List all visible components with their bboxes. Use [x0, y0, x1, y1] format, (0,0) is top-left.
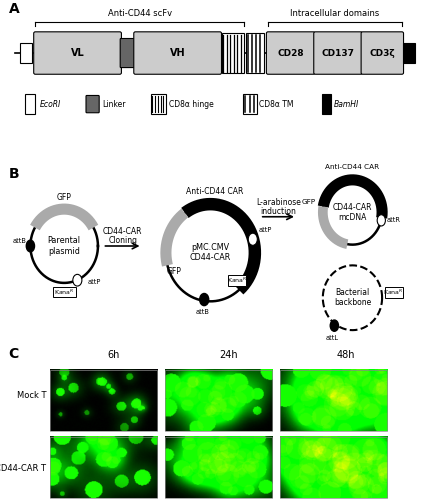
Bar — [165, 370, 272, 432]
FancyBboxPatch shape — [266, 32, 315, 74]
Text: attL: attL — [326, 334, 339, 340]
Bar — [281, 436, 387, 498]
Bar — [20, 43, 32, 63]
Ellipse shape — [248, 233, 257, 245]
Bar — [50, 370, 157, 432]
Text: Bacterial
backbone: Bacterial backbone — [334, 288, 371, 308]
Text: Kana$^R$: Kana$^R$ — [227, 276, 248, 285]
Text: attR: attR — [387, 218, 401, 224]
Text: Linker: Linker — [103, 100, 126, 108]
Text: 24h: 24h — [220, 350, 238, 360]
FancyBboxPatch shape — [314, 32, 363, 74]
Text: GFP: GFP — [301, 200, 315, 205]
Text: BamHI: BamHI — [334, 100, 359, 108]
FancyBboxPatch shape — [120, 38, 135, 68]
Text: Parental
plasmid: Parental plasmid — [48, 236, 81, 256]
Text: GFP: GFP — [57, 194, 72, 202]
Text: CD8α hinge: CD8α hinge — [169, 100, 214, 108]
Bar — [151, 94, 166, 114]
Text: CD8α TM: CD8α TM — [259, 100, 293, 108]
Text: C: C — [9, 347, 19, 361]
Text: CD3ζ: CD3ζ — [369, 48, 395, 58]
Bar — [281, 370, 387, 432]
Text: CD44-CAR T: CD44-CAR T — [0, 464, 46, 472]
Text: pMC.CMV
CD44-CAR: pMC.CMV CD44-CAR — [190, 243, 231, 262]
Text: CD137: CD137 — [322, 48, 354, 58]
Bar — [243, 94, 257, 114]
FancyBboxPatch shape — [134, 32, 221, 74]
Text: attB: attB — [195, 308, 209, 314]
Text: Intracellular domains: Intracellular domains — [290, 10, 380, 18]
Bar — [53, 286, 76, 298]
Text: A: A — [9, 2, 19, 16]
Text: L-arabinose: L-arabinose — [256, 198, 301, 207]
Text: VL: VL — [71, 48, 85, 58]
Ellipse shape — [330, 320, 338, 332]
Text: B: B — [9, 168, 19, 181]
Text: EcoRI: EcoRI — [39, 100, 61, 108]
Text: Anti-CD44 CAR: Anti-CD44 CAR — [326, 164, 380, 170]
Bar — [165, 436, 272, 498]
Text: Anti-CD44 CAR: Anti-CD44 CAR — [186, 187, 243, 196]
Bar — [221, 34, 244, 72]
Text: attB: attB — [12, 238, 26, 244]
Bar — [25, 94, 35, 114]
FancyBboxPatch shape — [361, 32, 404, 74]
Text: Cloning: Cloning — [108, 236, 137, 245]
Bar — [322, 94, 331, 114]
Text: VH: VH — [170, 48, 185, 58]
Text: Mock T: Mock T — [17, 392, 46, 400]
Bar — [228, 276, 246, 286]
Text: CD44-CAR: CD44-CAR — [103, 227, 142, 236]
Ellipse shape — [73, 274, 82, 286]
FancyBboxPatch shape — [86, 96, 99, 113]
Text: attP: attP — [87, 280, 101, 285]
FancyBboxPatch shape — [34, 32, 121, 74]
Text: Kana$^R$: Kana$^R$ — [54, 287, 74, 296]
Bar — [246, 34, 264, 72]
Bar — [50, 436, 157, 498]
Text: GFP: GFP — [167, 267, 181, 276]
Ellipse shape — [26, 240, 34, 252]
Text: Anti-CD44 scFv: Anti-CD44 scFv — [108, 10, 172, 18]
Text: attP: attP — [259, 227, 272, 233]
Text: induction: induction — [260, 207, 296, 216]
Ellipse shape — [377, 214, 385, 226]
Ellipse shape — [199, 294, 209, 306]
Text: 48h: 48h — [337, 350, 356, 360]
Bar — [384, 287, 403, 298]
Text: CD28: CD28 — [278, 48, 304, 58]
Bar — [403, 43, 415, 63]
Text: Kana$^R$: Kana$^R$ — [384, 288, 404, 297]
Text: CD44-CAR
mcDNA: CD44-CAR mcDNA — [333, 202, 372, 222]
Text: 6h: 6h — [107, 350, 120, 360]
